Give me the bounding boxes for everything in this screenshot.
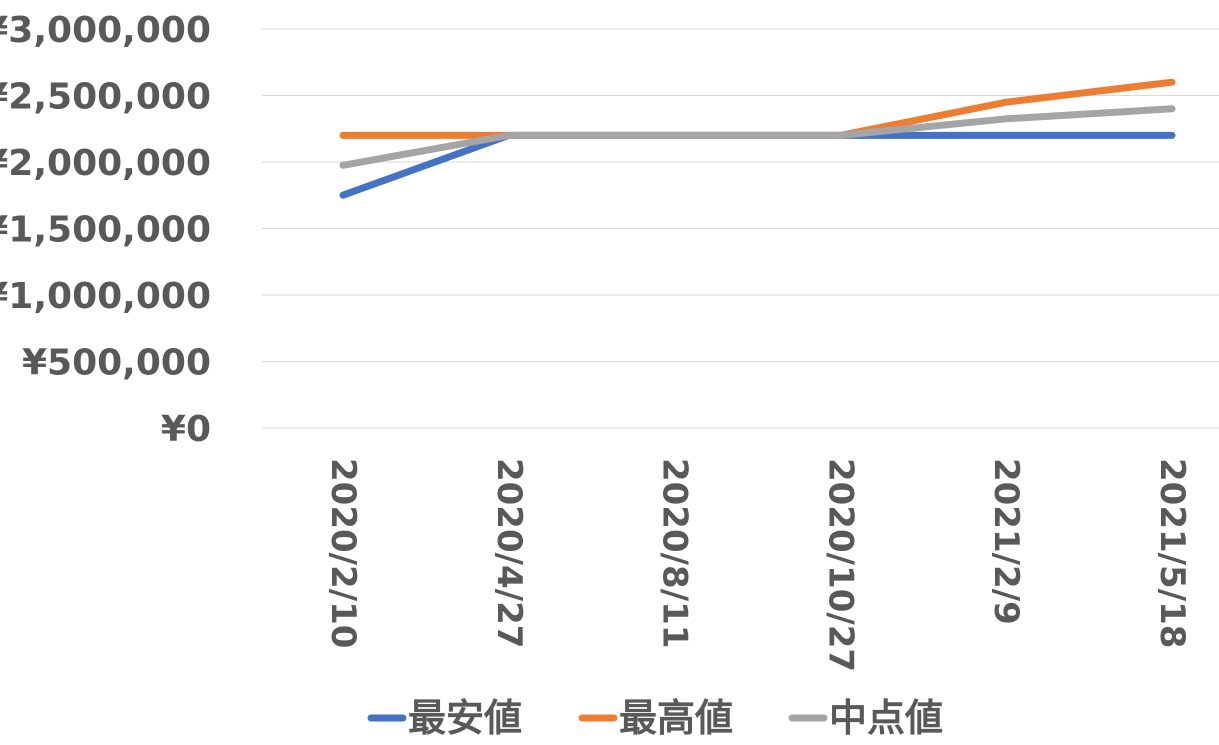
y-axis-tick-labels: ¥0 ¥500,000 ¥1,000,000 ¥1,500,000 ¥2,000,000…: [0, 10, 211, 450]
legend-label: 最高値: [619, 696, 733, 740]
y-tick-label: ¥1,500,000: [0, 210, 211, 251]
y-tick-label: ¥0: [161, 409, 211, 450]
legend-label: 最安値: [408, 696, 522, 740]
x-tick-label: 2020/8/11: [655, 458, 695, 648]
x-tick-label: 2020/2/10: [323, 458, 363, 648]
y-tick-label: ¥500,000: [22, 343, 211, 384]
x-tick-label: 2021/2/9: [986, 458, 1026, 625]
legend-label: 中点値: [829, 696, 943, 740]
x-tick-label: 2020/4/27: [489, 458, 529, 648]
series-lines: [339, 78, 1176, 199]
legend: 最安値 最高値 中点値: [367, 696, 943, 740]
x-tick-label: 2021/5/18: [1152, 458, 1192, 648]
series-line-3: [339, 105, 1176, 169]
y-tick-label: ¥2,500,000: [0, 77, 211, 118]
gridlines: [262, 28, 1219, 429]
x-axis-tick-labels: 2020/2/10 2020/4/27 2020/8/11 2020/10/27 202…: [323, 458, 1192, 672]
y-tick-label: ¥1,000,000: [0, 276, 211, 317]
y-tick-label: ¥2,000,000: [0, 143, 211, 184]
y-tick-label: ¥3,000,000: [0, 10, 211, 51]
series-line-2: [339, 78, 1176, 139]
x-tick-label: 2020/10/27: [820, 458, 860, 672]
